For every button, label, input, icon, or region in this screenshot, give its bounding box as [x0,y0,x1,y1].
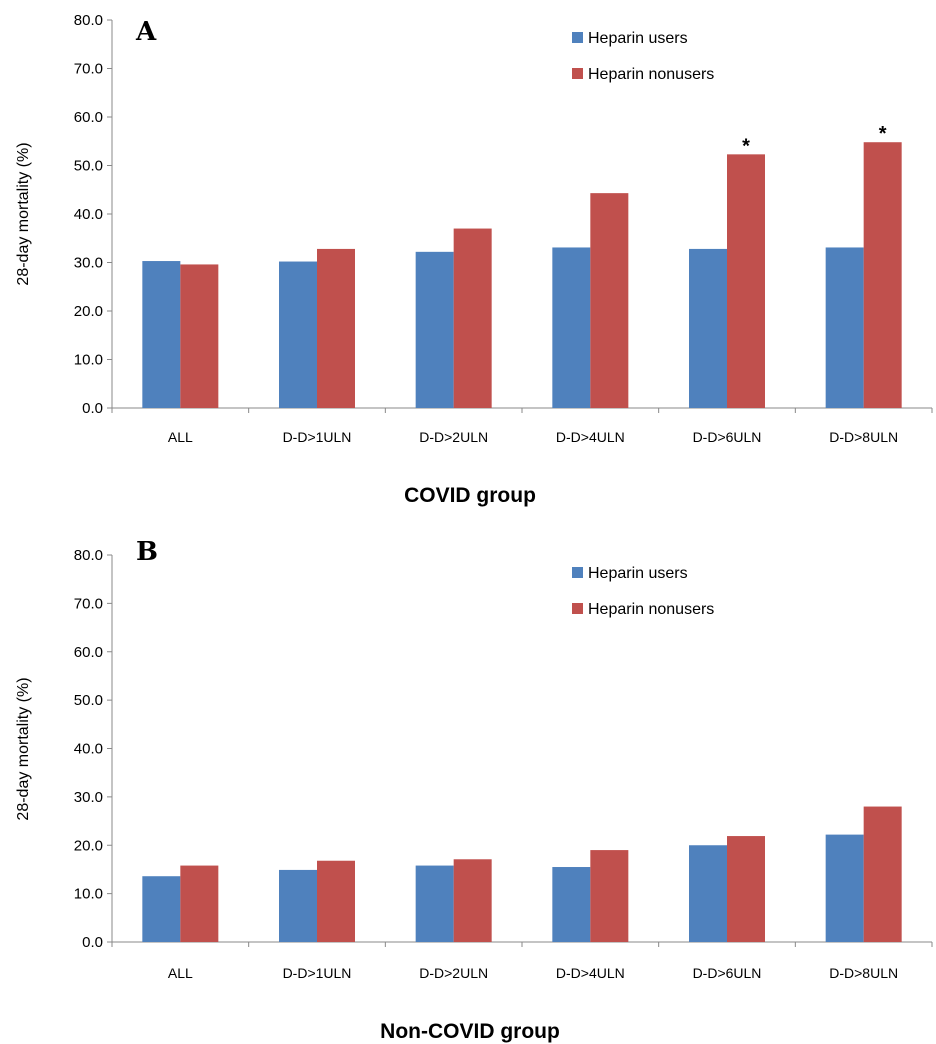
bar-heparin-nonusers [180,865,219,942]
bar-heparin-nonusers [590,850,629,942]
x-tick-label: D-D>2ULN [419,429,488,445]
legend-swatch-heparin-users [572,32,583,43]
y-tick-label: 0.0 [82,400,103,417]
bar-heparin-nonusers [317,248,355,408]
y-tick-label: 10.0 [74,352,103,369]
bar-heparin-nonusers [180,264,219,408]
bar-heparin-users [142,261,181,408]
bar-heparin-users [689,248,727,408]
x-axis-title: COVID group [404,484,536,507]
bar-heparin-users [552,247,591,408]
y-axis-title: 28-day mortality (%) [15,142,32,285]
legend-swatch-heparin-nonusers [572,68,583,79]
x-tick-label: D-D>6ULN [693,965,762,981]
bar-heparin-nonusers [453,859,492,942]
y-tick-label: 80.0 [74,12,103,29]
bar-heparin-users [825,247,864,408]
y-tick-label: 40.0 [74,741,103,758]
bar-heparin-users [279,869,317,942]
x-tick-label: D-D>4ULN [556,965,625,981]
legend-label: Heparin users [588,30,688,47]
significance-marker: * [879,123,887,145]
bar-heparin-nonusers [863,142,902,408]
x-tick-label: D-D>2ULN [419,965,488,981]
y-tick-label: 70.0 [74,595,103,612]
x-tick-label: ALL [168,965,193,981]
x-axis-title: Non-COVID group [380,1020,560,1043]
significance-marker: * [742,135,750,157]
x-tick-label: D-D>1ULN [283,429,352,445]
bar-heparin-users [415,865,454,942]
bar-heparin-users [552,867,591,942]
y-axis-title: 28-day mortality (%) [15,677,32,820]
x-tick-label: D-D>6ULN [693,429,762,445]
bar-heparin-users [279,261,317,408]
x-tick-label: D-D>8ULN [829,965,898,981]
x-tick-label: D-D>8ULN [829,429,898,445]
y-tick-label: 50.0 [74,692,103,709]
bar-heparin-users [142,876,181,942]
bar-heparin-nonusers [727,836,765,942]
y-tick-label: 80.0 [74,547,103,564]
bar-heparin-users [415,251,454,408]
y-tick-label: 60.0 [74,644,103,661]
y-tick-label: 30.0 [74,255,103,272]
bar-heparin-users [689,845,727,942]
panel-label: A [135,17,157,47]
y-tick-label: 60.0 [74,109,103,126]
y-tick-label: 50.0 [74,158,103,175]
chart-panel-a: 0.0 10.0 20.0 30.0 40.0 50.0 60.0 70.0 80.0 ALL D-… [15,12,933,507]
legend-swatch-heparin-nonusers [572,603,583,614]
bar-heparin-nonusers [453,228,492,408]
y-tick-label: 20.0 [74,303,103,320]
bar-heparin-nonusers [727,154,765,408]
y-tick-label: 30.0 [74,789,103,806]
legend-label: Heparin nonusers [588,601,714,618]
legend-label: Heparin nonusers [588,66,714,83]
bar-heparin-users [825,834,864,942]
y-tick-label: 70.0 [74,61,103,78]
panel-label: B [136,537,158,567]
legend-swatch-heparin-users [572,567,583,578]
bar-heparin-nonusers [863,806,902,942]
x-tick-label: ALL [168,429,193,445]
chart-panel-b: 0.0 10.0 20.0 30.0 40.0 50.0 60.0 70.0 80.0 ALL D-… [15,537,933,1043]
y-tick-label: 20.0 [74,837,103,854]
x-tick-label: D-D>1ULN [283,965,352,981]
y-tick-label: 40.0 [74,206,103,223]
legend-label: Heparin users [588,565,688,582]
y-tick-label: 10.0 [74,886,103,903]
x-tick-label: D-D>4ULN [556,429,625,445]
bar-heparin-nonusers [317,860,355,942]
y-tick-label: 0.0 [82,934,103,951]
bar-heparin-nonusers [590,193,629,408]
